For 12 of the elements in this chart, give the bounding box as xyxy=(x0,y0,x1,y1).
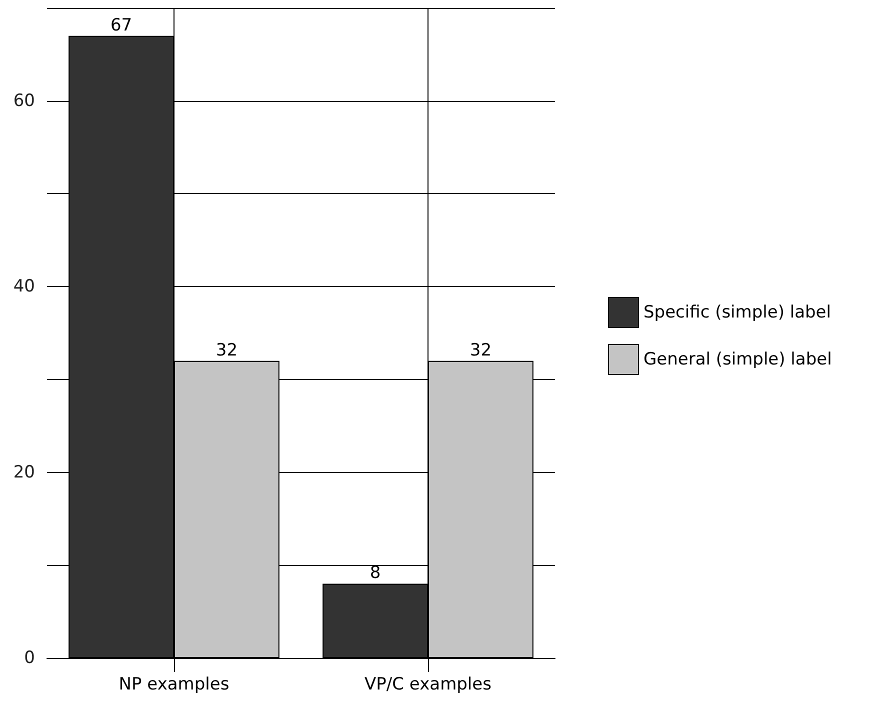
data-label: 32 xyxy=(470,340,492,360)
y-tick-label: 40 xyxy=(13,276,35,297)
legend-label: Specific (simple) label xyxy=(644,302,831,322)
y-tick-label: 0 xyxy=(24,648,35,668)
data-label: 8 xyxy=(370,563,381,584)
x-tick-label: NP examples xyxy=(118,674,230,694)
data-label: 67 xyxy=(110,15,132,36)
data-label: 32 xyxy=(216,340,238,360)
x-tick-label: VP/C examples xyxy=(364,674,492,694)
legend-label: General (simple) label xyxy=(644,350,832,370)
y-tick-label: 60 xyxy=(13,90,35,111)
y-tick-label: 20 xyxy=(13,462,35,482)
